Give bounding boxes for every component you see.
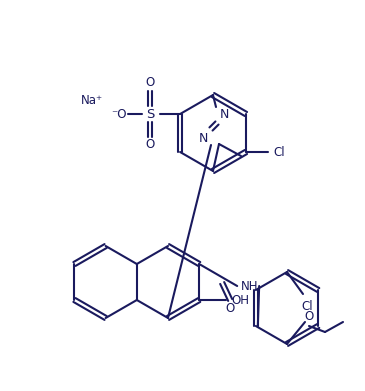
Text: O: O xyxy=(146,77,155,90)
Text: N: N xyxy=(198,131,208,145)
Text: Na⁺: Na⁺ xyxy=(81,93,103,106)
Text: Cl: Cl xyxy=(301,300,313,312)
Text: S: S xyxy=(146,108,154,120)
Text: ⁻O: ⁻O xyxy=(111,108,127,120)
Text: O: O xyxy=(304,310,314,323)
Text: O: O xyxy=(226,303,235,316)
Text: N: N xyxy=(219,108,229,122)
Text: OH: OH xyxy=(231,294,249,307)
Text: Cl: Cl xyxy=(273,145,285,158)
Text: O: O xyxy=(146,138,155,151)
Text: NH: NH xyxy=(241,280,258,292)
